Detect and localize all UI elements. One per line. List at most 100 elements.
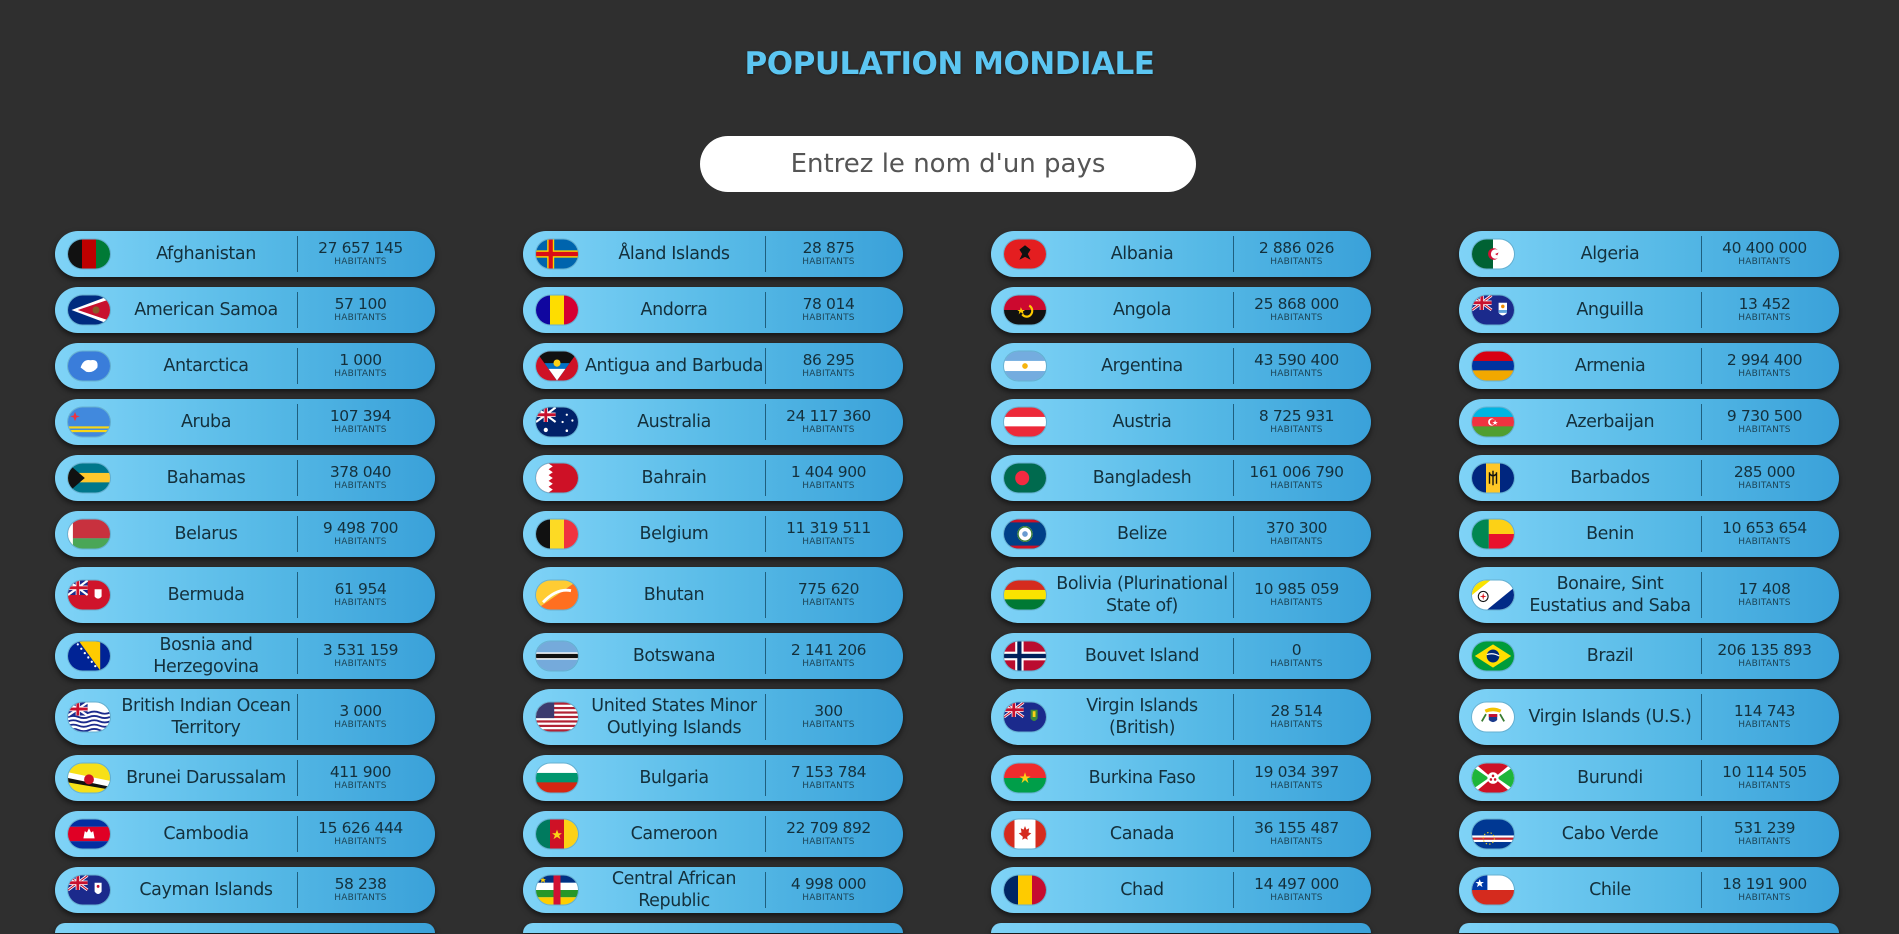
country-card[interactable]: Antarctica 1 000 HABITANTS <box>55 343 435 389</box>
td-flag-icon <box>1004 875 1046 905</box>
country-card-partial[interactable] <box>523 923 903 933</box>
population-unit: HABITANTS <box>1270 720 1323 730</box>
country-card[interactable]: Bahamas 378 040 HABITANTS <box>55 455 435 501</box>
population-value: 14 497 000 <box>1254 875 1339 893</box>
population-unit: HABITANTS <box>1738 659 1791 669</box>
card-divider <box>1233 460 1234 496</box>
country-card[interactable]: Chad 14 497 000 HABITANTS <box>991 867 1371 913</box>
country-card[interactable]: Benin 10 653 654 HABITANTS <box>1459 511 1839 557</box>
country-card[interactable]: Bhutan 775 620 HABITANTS <box>523 567 903 623</box>
population-stats: 19 034 397 HABITANTS <box>1234 764 1359 792</box>
country-card-partial[interactable] <box>1459 923 1839 933</box>
country-card-partial[interactable] <box>991 923 1371 933</box>
card-divider <box>1233 572 1234 618</box>
population-unit: HABITANTS <box>1738 781 1791 791</box>
country-card[interactable]: Burkina Faso 19 034 397 HABITANTS <box>991 755 1371 801</box>
bq-flag-icon <box>1472 580 1514 610</box>
population-value: 18 191 900 <box>1722 875 1807 893</box>
population-unit: HABITANTS <box>1738 369 1791 379</box>
country-card[interactable]: Brazil 206 135 893 HABITANTS <box>1459 633 1839 679</box>
population-value: 4 998 000 <box>790 875 867 893</box>
country-card[interactable]: Angola 25 868 000 HABITANTS <box>991 287 1371 333</box>
bi-flag-icon <box>1472 763 1514 793</box>
population-unit: HABITANTS <box>802 720 855 730</box>
country-card[interactable]: Botswana 2 141 206 HABITANTS <box>523 633 903 679</box>
country-name: Cayman Islands <box>139 880 273 900</box>
country-name: Armenia <box>1574 356 1646 376</box>
country-card[interactable]: Belarus 9 498 700 HABITANTS <box>55 511 435 557</box>
country-card-partial[interactable] <box>55 923 435 933</box>
country-card[interactable]: Andorra 78 014 HABITANTS <box>523 287 903 333</box>
card-divider <box>1233 404 1234 440</box>
country-card[interactable]: Armenia 2 994 400 HABITANTS <box>1459 343 1839 389</box>
country-card[interactable]: Bulgaria 7 153 784 HABITANTS <box>523 755 903 801</box>
country-card[interactable]: Afghanistan 27 657 145 HABITANTS <box>55 231 435 277</box>
country-card[interactable]: Virgin Islands (U.S.) 114 743 HABITANTS <box>1459 689 1839 745</box>
population-value: 3 531 159 <box>322 641 399 659</box>
country-card[interactable]: Austria 8 725 931 HABITANTS <box>991 399 1371 445</box>
population-unit: HABITANTS <box>1270 781 1323 791</box>
am-flag-icon <box>1472 351 1514 381</box>
country-card[interactable]: Australia 24 117 360 HABITANTS <box>523 399 903 445</box>
population-value: 15 626 444 <box>318 819 403 837</box>
country-card[interactable]: American Samoa 57 100 HABITANTS <box>55 287 435 333</box>
population-stats: 15 626 444 HABITANTS <box>298 820 423 848</box>
card-divider <box>1701 572 1702 618</box>
country-card[interactable]: Cayman Islands 58 238 HABITANTS <box>55 867 435 913</box>
country-card[interactable]: Antigua and Barbuda 86 295 HABITANTS <box>523 343 903 389</box>
search-input[interactable] <box>700 136 1196 192</box>
country-card[interactable]: Anguilla 13 452 HABITANTS <box>1459 287 1839 333</box>
country-card[interactable]: Bolivia (Plurinational State of) 10 985 0… <box>991 567 1371 623</box>
card-divider <box>297 760 298 796</box>
population-stats: 11 319 511 HABITANTS <box>766 520 891 548</box>
country-card[interactable]: Barbados 285 000 HABITANTS <box>1459 455 1839 501</box>
country-card[interactable]: Burundi 10 114 505 HABITANTS <box>1459 755 1839 801</box>
population-stats: 28 514 HABITANTS <box>1234 703 1359 731</box>
country-card[interactable]: Azerbaijan 9 730 500 HABITANTS <box>1459 399 1839 445</box>
population-stats: 2 141 206 HABITANTS <box>766 642 891 670</box>
country-card[interactable]: Central African Republic 4 998 000 HABITAN… <box>523 867 903 913</box>
population-value: 78 014 <box>802 295 855 313</box>
population-value: 2 886 026 <box>1258 239 1335 257</box>
population-value: 1 000 <box>339 351 382 369</box>
population-unit: HABITANTS <box>1270 425 1323 435</box>
population-stats: 78 014 HABITANTS <box>766 296 891 324</box>
population-unit: HABITANTS <box>334 425 387 435</box>
ad-flag-icon <box>536 295 578 325</box>
card-divider <box>765 460 766 496</box>
country-card[interactable]: Brunei Darussalam 411 900 HABITANTS <box>55 755 435 801</box>
country-card[interactable]: Belize 370 300 HABITANTS <box>991 511 1371 557</box>
country-card[interactable]: Bouvet Island 0 HABITANTS <box>991 633 1371 679</box>
country-card[interactable]: Cambodia 15 626 444 HABITANTS <box>55 811 435 857</box>
country-card[interactable]: Åland Islands 28 875 HABITANTS <box>523 231 903 277</box>
card-divider <box>765 572 766 618</box>
country-card[interactable]: Belgium 11 319 511 HABITANTS <box>523 511 903 557</box>
country-card[interactable]: United States Minor Outlying Islands 300 H… <box>523 689 903 745</box>
country-card[interactable]: Cameroon 22 709 892 HABITANTS <box>523 811 903 857</box>
country-card[interactable]: Algeria 40 400 000 HABITANTS <box>1459 231 1839 277</box>
country-name: Austria <box>1112 412 1172 432</box>
country-card[interactable]: Bosnia and Herzegovina 3 531 159 HABITANTS <box>55 633 435 679</box>
population-value: 2 994 400 <box>1726 351 1803 369</box>
population-stats: 86 295 HABITANTS <box>766 352 891 380</box>
country-card[interactable]: Virgin Islands (British) 28 514 HABITANTS <box>991 689 1371 745</box>
country-card[interactable]: Chile 18 191 900 HABITANTS <box>1459 867 1839 913</box>
population-stats: 10 985 059 HABITANTS <box>1234 581 1359 609</box>
country-card[interactable]: Cabo Verde 531 239 HABITANTS <box>1459 811 1839 857</box>
population-value: 40 400 000 <box>1722 239 1807 257</box>
country-card[interactable]: Aruba 107 394 HABITANTS <box>55 399 435 445</box>
country-card[interactable]: Bangladesh 161 006 790 HABITANTS <box>991 455 1371 501</box>
country-card[interactable]: British Indian Ocean Territory 3 000 HABIT… <box>55 689 435 745</box>
population-value: 19 034 397 <box>1254 763 1339 781</box>
country-card[interactable]: Argentina 43 590 400 HABITANTS <box>991 343 1371 389</box>
card-divider <box>1701 292 1702 328</box>
country-card[interactable]: Canada 36 155 487 HABITANTS <box>991 811 1371 857</box>
population-unit: HABITANTS <box>802 893 855 903</box>
country-card[interactable]: Bahrain 1 404 900 HABITANTS <box>523 455 903 501</box>
country-card[interactable]: Bermuda 61 954 HABITANTS <box>55 567 435 623</box>
population-value: 411 900 <box>329 763 392 781</box>
population-unit: HABITANTS <box>1270 837 1323 847</box>
population-value: 285 000 <box>1733 463 1796 481</box>
country-card[interactable]: Bonaire, Sint Eustatius and Saba 17 408 HA… <box>1459 567 1839 623</box>
country-card[interactable]: Albania 2 886 026 HABITANTS <box>991 231 1371 277</box>
